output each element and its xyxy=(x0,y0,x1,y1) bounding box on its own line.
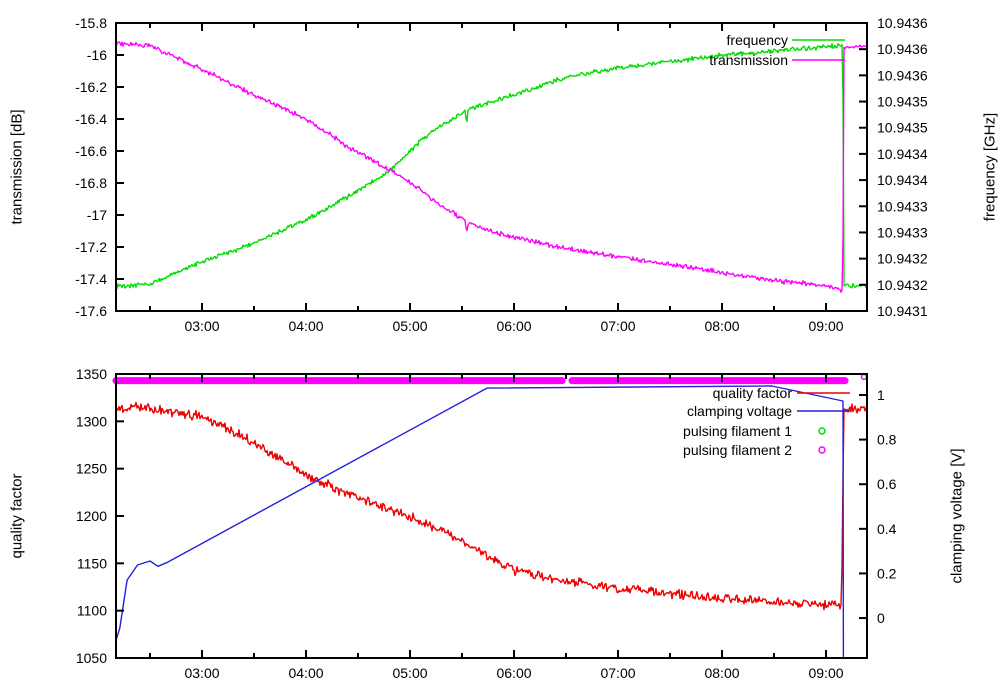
x-tick-label: 07:00 xyxy=(600,665,635,681)
y-right-tick-label: 0.6 xyxy=(877,476,897,492)
y-right-tick-label: 0.4 xyxy=(877,521,897,537)
y-left-tick-label: 1050 xyxy=(76,650,107,666)
y-right-tick-label: 10.9436 xyxy=(877,67,928,83)
y-right-tick-label: 10.9433 xyxy=(877,224,928,240)
x-tick-label: 08:00 xyxy=(704,665,739,681)
x-tick-label: 04:00 xyxy=(288,318,323,334)
y-left-tick-label: 1100 xyxy=(77,603,107,619)
legend-label: quality factor xyxy=(713,385,793,401)
x-tick-label: 05:00 xyxy=(392,318,427,334)
y-right-tick-label: 0 xyxy=(877,610,885,626)
y-right-tick-label: 10.9433 xyxy=(877,198,928,214)
y-left-tick-label: -16 xyxy=(87,47,107,63)
y-left-tick-label: -17.2 xyxy=(75,239,107,255)
series-pulsing-filament-2-point xyxy=(860,373,868,381)
x-tick-label: 06:00 xyxy=(496,318,531,334)
y-left-tick-label: -16.8 xyxy=(75,175,107,191)
plot-border xyxy=(115,22,868,312)
series-clamping-voltage xyxy=(115,385,845,659)
y-right-tick-label: 10.9436 xyxy=(877,41,928,57)
legend-marker-sample xyxy=(818,446,826,454)
y-right-tick-label: 0.8 xyxy=(877,432,897,448)
y-right-tick-label: 10.9434 xyxy=(877,146,928,162)
series-transmission xyxy=(115,41,868,293)
x-tick-label: 06:00 xyxy=(496,665,531,681)
y-right-tick-label: 10.9431 xyxy=(877,303,928,319)
y-left-tick-label: 1350 xyxy=(76,366,107,382)
y-right-tick-label: 10.9435 xyxy=(877,120,928,136)
y-left-tick-label: 1250 xyxy=(76,461,107,477)
legend-label: transmission xyxy=(709,52,788,68)
axis-title-clamping-voltage: clamping voltage [V] xyxy=(948,448,966,584)
y-left-tick-label: -16.4 xyxy=(75,111,107,127)
y-left-tick-label: 1200 xyxy=(76,508,107,524)
legend-label: frequency xyxy=(727,32,788,48)
axis-title-quality-factor: quality factor xyxy=(8,473,26,559)
x-tick-label: 07:00 xyxy=(600,318,635,334)
legend-marker-sample xyxy=(818,427,826,435)
y-left-tick-label: -16.2 xyxy=(75,79,107,95)
x-tick-label: 09:00 xyxy=(808,318,843,334)
y-left-tick-label: -15.8 xyxy=(75,15,107,31)
x-tick-label: 03:00 xyxy=(184,665,219,681)
x-tick-label: 09:00 xyxy=(808,665,843,681)
y-right-tick-label: 0.2 xyxy=(877,565,897,581)
y-left-tick-label: -17.4 xyxy=(75,271,107,287)
x-tick-label: 08:00 xyxy=(704,318,739,334)
axis-title-frequency: frequency [GHz] xyxy=(981,112,999,222)
y-right-tick-label: 10.9432 xyxy=(877,251,928,267)
y-right-tick-label: 10.9432 xyxy=(877,277,928,293)
y-left-tick-label: 1150 xyxy=(77,555,107,571)
series-quality-factor xyxy=(115,401,868,611)
y-left-tick-label: -17 xyxy=(87,207,107,223)
y-right-tick-label: 10.9436 xyxy=(877,15,928,31)
legend-label: clamping voltage xyxy=(687,403,792,419)
y-right-tick-label: 1 xyxy=(877,387,885,403)
x-tick-label: 04:00 xyxy=(288,665,323,681)
legend-label: pulsing filament 1 xyxy=(683,423,792,439)
y-left-tick-label: -16.6 xyxy=(75,143,107,159)
axis-title-transmission: transmission [dB] xyxy=(8,109,26,225)
y-right-tick-label: 10.9434 xyxy=(877,172,928,188)
y-left-tick-label: 1300 xyxy=(76,413,107,429)
series-frequency xyxy=(115,43,868,290)
x-tick-label: 05:00 xyxy=(392,665,427,681)
y-right-tick-label: 10.9435 xyxy=(877,94,928,110)
y-left-tick-label: -17.6 xyxy=(75,303,107,319)
x-tick-label: 03:00 xyxy=(184,318,219,334)
legend-label: pulsing filament 2 xyxy=(683,442,792,458)
